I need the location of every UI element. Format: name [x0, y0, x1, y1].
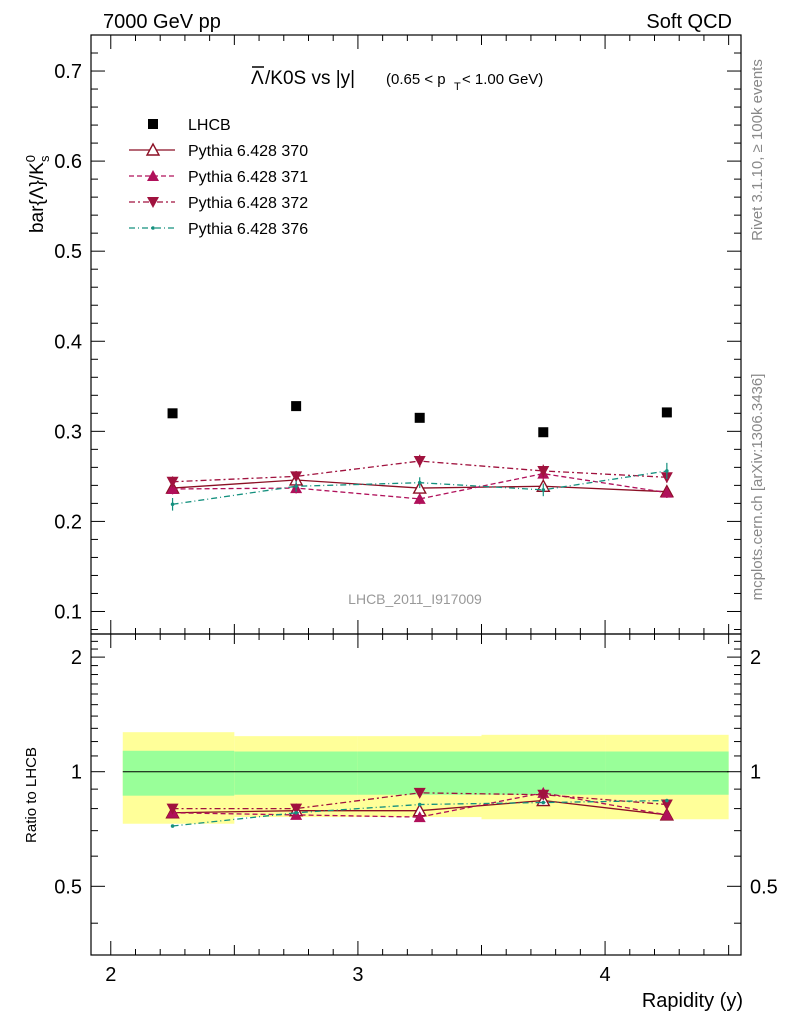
point-p376	[541, 488, 546, 492]
legend-marker-p370	[145, 142, 161, 156]
point-p372	[413, 787, 426, 799]
ratio-y-tick-label-left: 0.5	[54, 876, 82, 898]
title-cut-sub: T	[454, 81, 461, 93]
main-y-tick-label: 0.3	[54, 421, 82, 443]
point-p372	[537, 789, 550, 801]
header-left: 7000 GeV pp	[103, 11, 221, 33]
title-rest: /K0S vs |y|	[265, 68, 355, 89]
plot-axes: 0.1 0.2 0.3 0.4 0.5 0.6 0.7 2 3 4 0.5 0.5 1 1 2 2	[54, 34, 778, 986]
point-p376	[541, 800, 546, 805]
legend-label-p372: Pythia 6.428 372	[188, 195, 308, 212]
point-data	[414, 412, 425, 423]
point-p376	[665, 469, 669, 473]
main-y-tick-label: 0.4	[54, 331, 82, 353]
point-p376	[417, 480, 422, 485]
point-p372	[166, 803, 179, 815]
point-p376	[170, 824, 175, 828]
point-data	[538, 427, 549, 438]
main-title: Λ /K0S vs |y| (0.65 < p T < 1.00 GeV)	[251, 66, 543, 93]
x-tick-label: 3	[352, 964, 363, 986]
point-p371	[166, 482, 179, 494]
main-ylabel: bar{Λ}/K0s	[23, 155, 52, 233]
main-y-tick-label: 0.5	[54, 241, 82, 263]
x-tick-label: 4	[600, 964, 611, 986]
legend-label-p370: Pythia 6.428 370	[188, 143, 308, 160]
point-p371	[413, 811, 426, 823]
ratio-frame	[90, 633, 742, 956]
point-p376	[417, 802, 422, 807]
point-p376	[665, 798, 669, 803]
main-y-tick-label: 0.6	[54, 151, 82, 173]
band-inner	[605, 751, 729, 795]
band-inner	[357, 751, 482, 795]
ratio-y-tick-label-right: 0.5	[750, 876, 778, 898]
main-y-tick-label: 0.1	[54, 601, 82, 623]
legend: LHCB Pythia 6.428 370 Pythia 6.428 371 Pyth…	[129, 117, 308, 238]
legend-marker-p376	[151, 226, 155, 230]
title-lambda-char: Λ	[251, 68, 264, 89]
point-p376	[170, 502, 175, 507]
band-inner	[122, 750, 235, 796]
series-line-p371	[172, 792, 667, 818]
point-data	[661, 407, 672, 418]
point-p371	[660, 486, 673, 498]
point-p371	[660, 808, 673, 820]
legend-marker-p372	[147, 197, 159, 208]
ratio-y-tick-label-left: 2	[71, 647, 82, 669]
rivet-label: Rivet 3.1.10, ≥ 100k events	[749, 59, 766, 241]
point-data	[291, 401, 302, 412]
analysis-watermark: LHCB_2011_I917009	[348, 591, 482, 607]
ratio-ylabel: Ratio to LHCB	[23, 747, 40, 843]
main-y-tick-label: 0.2	[54, 511, 82, 533]
main-plot-series	[165, 401, 675, 511]
x-tick-label: 2	[105, 964, 116, 986]
point-p372	[537, 465, 550, 477]
ratio-y-tick-label-left: 1	[71, 762, 82, 784]
point-p372	[660, 799, 673, 811]
mcplots-label: mcplots.cern.ch [arXiv:1306.3436]	[749, 374, 766, 601]
point-p372	[290, 803, 303, 815]
main-y-tick-label: 0.7	[54, 61, 82, 83]
point-p372	[413, 456, 426, 468]
header-right: Soft QCD	[646, 11, 732, 33]
legend-label-p376: Pythia 6.428 376	[188, 221, 308, 238]
legend-marker-data	[148, 119, 158, 129]
ratio-y-tick-label-right: 1	[750, 762, 761, 784]
point-p376	[294, 810, 298, 815]
point-p372	[166, 476, 179, 488]
point-data	[167, 408, 178, 419]
point-p372	[290, 471, 303, 483]
x-axis-label: Rapidity (y)	[642, 990, 743, 1012]
ratio-y-tick-label-right: 2	[750, 647, 761, 669]
point-p376	[294, 484, 298, 489]
ratio-plot-series	[165, 786, 675, 828]
legend-label-p371: Pythia 6.428 371	[188, 169, 308, 186]
point-p371	[413, 492, 426, 504]
band-inner	[234, 751, 358, 795]
title-cut-end: < 1.00 GeV)	[462, 71, 543, 88]
series-line-p371	[172, 473, 667, 500]
title-cut: (0.65 < p	[386, 71, 446, 88]
main-ylabel-text: bar{Λ}/K0s	[23, 155, 52, 233]
legend-marker-p371	[147, 170, 159, 181]
legend-label-data: LHCB	[188, 117, 231, 134]
